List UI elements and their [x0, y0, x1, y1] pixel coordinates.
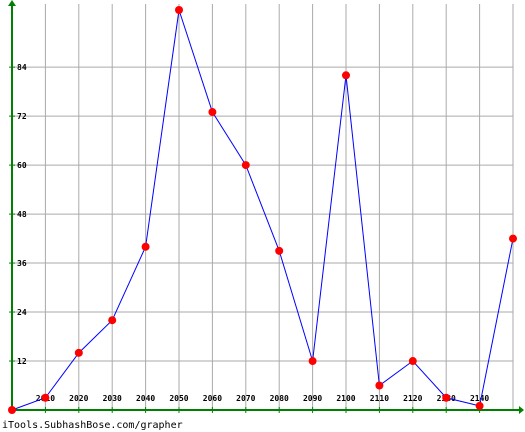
y-tick-label: 72 [17, 112, 27, 121]
data-point [41, 393, 50, 402]
y-tick-label: 60 [17, 161, 27, 170]
data-point [442, 393, 451, 402]
data-point [509, 234, 517, 243]
x-tick-label: 2110 [370, 394, 389, 403]
data-point [175, 6, 183, 14]
x-tick-label: 2090 [303, 394, 322, 403]
tick-labels: 2010202020302040205020602070208020902100… [17, 63, 489, 403]
x-tick-label: 2060 [203, 394, 222, 403]
axes [8, 0, 524, 414]
data-point [308, 357, 317, 366]
data-point [475, 401, 484, 410]
x-tick-label: 2030 [103, 394, 122, 403]
x-tick-label: 2070 [236, 394, 255, 403]
y-tick-label: 24 [17, 308, 27, 317]
data-point [108, 316, 117, 325]
x-tick-label: 2050 [169, 394, 188, 403]
data-point [408, 357, 417, 366]
y-tick-label: 36 [17, 259, 27, 268]
y-tick-label: 12 [17, 357, 27, 366]
data-point [342, 71, 350, 80]
x-tick-label: 2040 [136, 394, 155, 403]
x-tick-label: 2120 [403, 394, 422, 403]
data-point [375, 381, 384, 390]
credit-text: iTools.SubhashBose.com/grapher [2, 420, 183, 431]
data-point [275, 246, 284, 255]
grid [12, 4, 514, 410]
x-tick-label: 2080 [270, 394, 289, 403]
x-tick-label: 2140 [470, 394, 489, 403]
series [8, 6, 517, 414]
y-tick-label: 84 [17, 63, 27, 72]
x-tick-label: 2020 [69, 394, 88, 403]
data-point [241, 161, 250, 170]
data-point [208, 108, 217, 117]
y-axis-arrow [8, 0, 16, 6]
data-point [8, 406, 16, 414]
x-axis-arrow [519, 406, 524, 414]
series-line [11, 9, 514, 411]
data-point [74, 348, 83, 357]
x-tick-label: 2100 [336, 394, 355, 403]
data-point [141, 242, 150, 251]
y-tick-label: 48 [17, 210, 27, 219]
